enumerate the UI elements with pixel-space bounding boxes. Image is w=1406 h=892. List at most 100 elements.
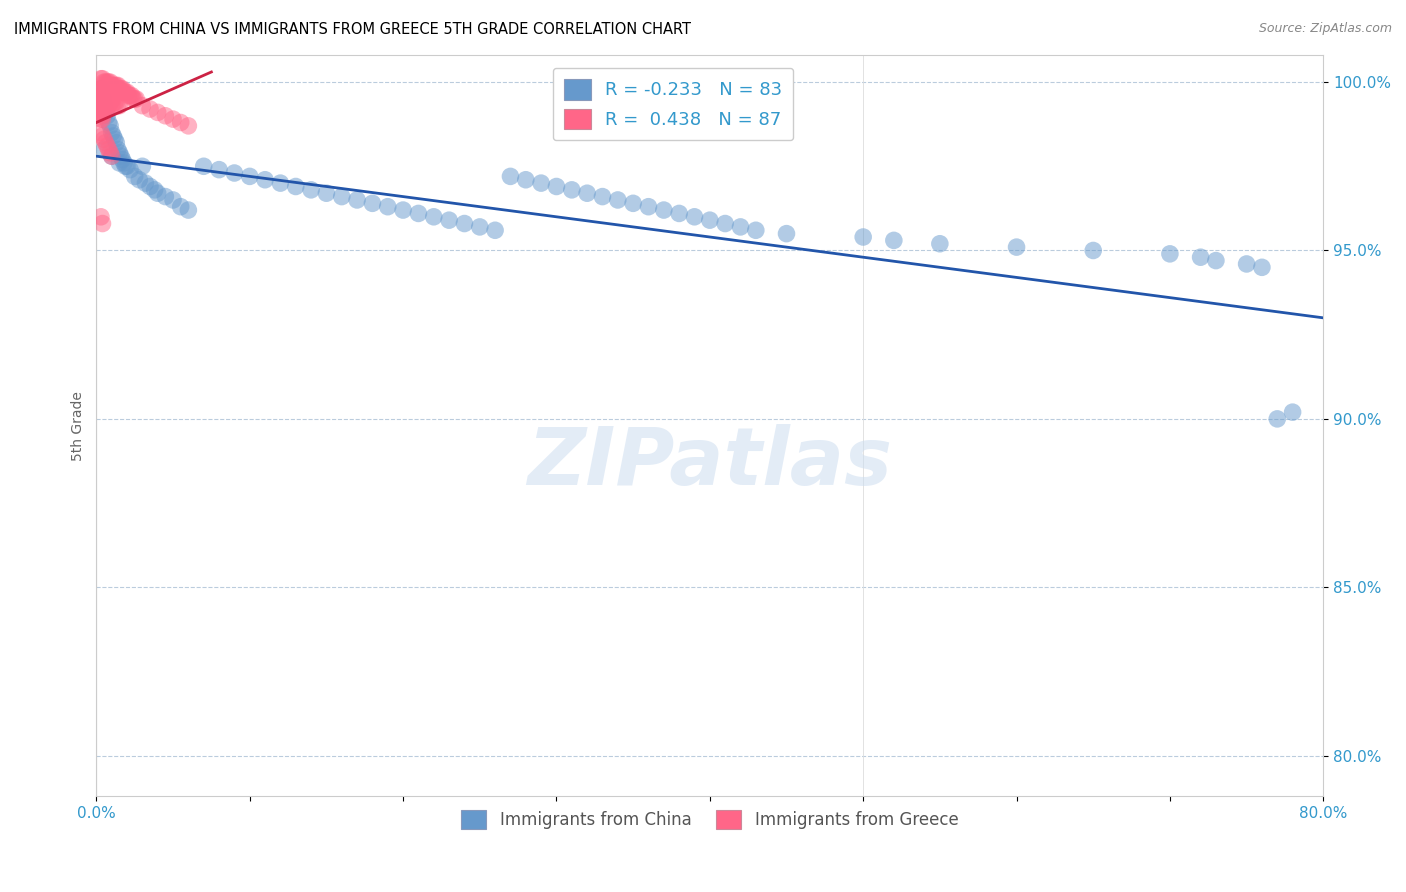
- Point: [561, 183, 583, 197]
- Point: [637, 200, 659, 214]
- Point: [883, 233, 905, 247]
- Point: [120, 162, 142, 177]
- Point: [105, 95, 128, 110]
- Point: [745, 223, 768, 237]
- Point: [100, 78, 122, 93]
- Point: [93, 85, 115, 99]
- Point: [90, 98, 112, 112]
- Point: [134, 176, 156, 190]
- Point: [94, 98, 117, 112]
- Point: [93, 88, 115, 103]
- Point: [96, 98, 118, 112]
- Point: [98, 75, 121, 89]
- Point: [699, 213, 721, 227]
- Point: [100, 98, 122, 112]
- Point: [93, 95, 115, 110]
- Point: [730, 219, 752, 234]
- Point: [96, 102, 118, 116]
- Point: [93, 143, 115, 157]
- Point: [112, 156, 135, 170]
- Point: [104, 78, 127, 93]
- Point: [652, 202, 675, 217]
- Point: [90, 105, 112, 120]
- Point: [124, 92, 146, 106]
- Point: [108, 82, 131, 96]
- Point: [100, 126, 122, 140]
- Point: [90, 95, 112, 110]
- Point: [111, 153, 134, 167]
- Point: [224, 166, 246, 180]
- Point: [392, 202, 415, 217]
- Point: [170, 200, 193, 214]
- Point: [530, 176, 553, 190]
- Point: [1189, 250, 1212, 264]
- Point: [110, 82, 132, 96]
- Point: [110, 149, 132, 163]
- Point: [91, 128, 114, 143]
- Point: [112, 85, 135, 99]
- Point: [104, 95, 127, 110]
- Point: [284, 179, 307, 194]
- Point: [91, 95, 114, 110]
- Point: [90, 85, 112, 99]
- Point: [437, 213, 460, 227]
- Point: [91, 95, 114, 110]
- Point: [453, 217, 475, 231]
- Point: [90, 210, 112, 224]
- Point: [103, 128, 125, 143]
- Point: [94, 85, 117, 99]
- Point: [120, 88, 142, 103]
- Point: [115, 159, 138, 173]
- Point: [91, 102, 114, 116]
- Point: [193, 159, 215, 173]
- Point: [155, 189, 177, 203]
- Point: [98, 119, 121, 133]
- Point: [97, 98, 120, 112]
- Point: [91, 82, 114, 96]
- Point: [1251, 260, 1274, 275]
- Point: [93, 132, 115, 146]
- Point: [139, 102, 162, 116]
- Point: [114, 159, 136, 173]
- Point: [177, 202, 200, 217]
- Point: [117, 88, 139, 103]
- Point: [108, 145, 131, 160]
- Point: [94, 102, 117, 116]
- Point: [928, 236, 950, 251]
- Point: [1265, 412, 1288, 426]
- Point: [499, 169, 522, 184]
- Point: [90, 109, 112, 123]
- Point: [423, 210, 446, 224]
- Point: [668, 206, 690, 220]
- Point: [96, 109, 118, 123]
- Point: [155, 109, 177, 123]
- Point: [96, 139, 118, 153]
- Text: ZIPatlas: ZIPatlas: [527, 424, 893, 501]
- Point: [107, 98, 129, 112]
- Point: [91, 109, 114, 123]
- Point: [1205, 253, 1227, 268]
- Legend: Immigrants from China, Immigrants from Greece: Immigrants from China, Immigrants from G…: [454, 804, 965, 836]
- Point: [208, 162, 231, 177]
- Point: [315, 186, 337, 201]
- Point: [98, 145, 121, 160]
- Point: [91, 217, 114, 231]
- Point: [91, 92, 114, 106]
- Point: [104, 132, 127, 146]
- Point: [299, 183, 322, 197]
- Point: [94, 95, 117, 110]
- Point: [361, 196, 384, 211]
- Point: [90, 102, 112, 116]
- Point: [162, 193, 184, 207]
- Point: [346, 193, 368, 207]
- Point: [91, 92, 114, 106]
- Point: [90, 92, 112, 106]
- Point: [131, 98, 153, 112]
- Point: [143, 183, 166, 197]
- Point: [98, 95, 121, 110]
- Point: [93, 102, 115, 116]
- Point: [97, 143, 120, 157]
- Point: [125, 92, 148, 106]
- Point: [90, 82, 112, 96]
- Text: Source: ZipAtlas.com: Source: ZipAtlas.com: [1258, 22, 1392, 36]
